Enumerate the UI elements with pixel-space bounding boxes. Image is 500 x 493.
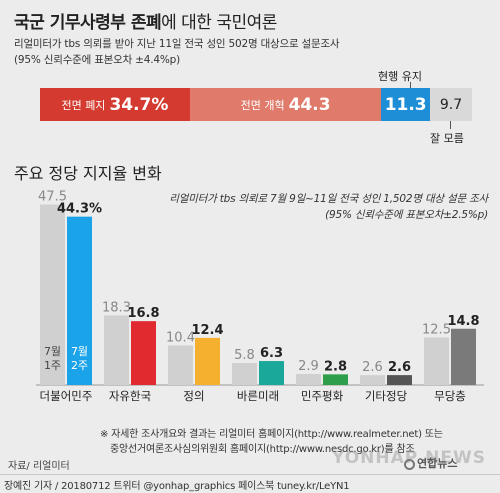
bar-week2-6 xyxy=(451,328,476,385)
bar-week1-5 xyxy=(360,375,385,385)
value-label-week1-6: 12.5 xyxy=(422,323,451,338)
value-label-week2-1: 16.8 xyxy=(127,306,159,321)
value-label-week2-5: 2.6 xyxy=(388,360,411,375)
chart-title: 국군 기무사령부 존폐에 대한 국민여론 xyxy=(14,8,277,33)
bar-week2-5 xyxy=(387,375,412,385)
week-label-1-line1: 7월 xyxy=(44,345,61,358)
party-bar-chart: 47.544.3% 더불어민주 18.316.8 자유한국 10.412.4 정의 5.8 6… xyxy=(36,190,484,403)
annotation-unknown-tick xyxy=(450,121,451,129)
annotation-keep: 현행 유지 xyxy=(378,70,422,83)
bar-week2-4 xyxy=(323,374,348,385)
title-light: 에 대한 국민여론 xyxy=(161,13,277,33)
yonhap-logo-icon xyxy=(404,459,415,470)
footer: 장예진 기자 / 20180712 트위터 @yonhap_graphics 페… xyxy=(0,474,500,493)
party-subtitle: 주요 정당 지지율 변화 xyxy=(14,164,162,183)
yonhap-logo: 연합뉴스 xyxy=(404,455,457,471)
value-label-week2-0: 44.3% xyxy=(57,202,102,217)
segment-abolish-value: 34.7% xyxy=(109,94,169,115)
bar-week1-0 xyxy=(40,204,65,385)
logo-text: 연합뉴스 xyxy=(417,457,458,470)
bar-week2-3 xyxy=(259,361,284,385)
value-label-week1-3: 5.8 xyxy=(234,348,255,363)
category-label-2: 정의 xyxy=(183,389,204,403)
title-bold: 국군 기무사령부 존폐 xyxy=(14,13,162,33)
bar-week1-1 xyxy=(104,315,129,385)
value-label-week1-4: 2.9 xyxy=(298,359,319,374)
category-label-6: 무당층 xyxy=(434,389,466,403)
week-label-2-line1: 7월 xyxy=(71,345,88,358)
annotation-unknown: 잘 모름 xyxy=(430,132,464,145)
poll-source-line1: 리얼미터가 tbs 의뢰를 받아 지난 11일 전국 성인 502명 대상으로 … xyxy=(14,38,340,50)
bar-week1-2 xyxy=(168,345,193,385)
value-label-week2-4: 2.8 xyxy=(324,359,347,374)
party-source-line1: 리얼미터가 tbs 의뢰로 7월 9일~11일 전국 성인 1,502명 대상 … xyxy=(169,193,488,205)
segment-abolish-label: 전면 폐지 xyxy=(61,98,106,112)
segment-keep-value: 11.3 xyxy=(384,94,427,115)
segment-reform-label: 전면 개혁 xyxy=(240,98,285,112)
week-label-1-line2: 1주 xyxy=(44,359,61,372)
week-label-2-line2: 2주 xyxy=(71,359,88,372)
value-label-week1-1: 18.3 xyxy=(102,300,131,315)
footer-credit: 장예진 기자 / 20180712 트위터 @yonhap_graphics 페… xyxy=(4,481,350,492)
value-label-week2-6: 14.8 xyxy=(447,314,479,329)
value-label-week2-3: 6.3 xyxy=(260,346,283,361)
segment-abolish: 전면 폐지 34.7% xyxy=(40,88,190,121)
note-line2: 중앙선거여론조사심의위원회 홈페이지(http://www.nesdc.go.k… xyxy=(110,444,415,455)
bar-week2-2 xyxy=(195,337,220,385)
bar-week2-1 xyxy=(131,321,156,385)
category-label-3: 바른미래 xyxy=(237,389,279,403)
segment-unknown-value: 9.7 xyxy=(439,96,463,113)
party-source-line2: (95% 신뢰수준에 표본오차±2.5%p) xyxy=(325,209,488,221)
category-label-1: 자유한국 xyxy=(109,389,151,403)
value-label-week1-5: 2.6 xyxy=(362,360,383,375)
segment-reform: 전면 개혁 44.3 xyxy=(189,88,382,121)
poll-source-line2: (95% 신뢰수준에 표본오차 ±4.4%p) xyxy=(14,54,181,66)
category-label-0: 더불어민주 xyxy=(40,389,93,403)
value-label-week1-0: 47.5 xyxy=(38,190,67,205)
segment-reform-value: 44.3 xyxy=(288,94,331,115)
segment-keep: 11.3 xyxy=(381,88,431,121)
segment-unknown: 9.7 xyxy=(430,88,472,121)
watermark: YONHAP NEWS xyxy=(332,448,486,468)
data-source: 자료/ 리얼미터 xyxy=(8,461,70,472)
value-label-week2-2: 12.4 xyxy=(191,323,223,338)
category-label-4: 민주평화 xyxy=(301,389,344,403)
bar-week2-0 xyxy=(67,216,92,385)
note-line1: ※ 자세한 조사개요와 결과는 리얼미터 홈페이지(http://www.rea… xyxy=(100,429,443,440)
bar-week1-4 xyxy=(296,373,321,385)
category-label-5: 기타정당 xyxy=(365,389,408,403)
annotation-keep-tick xyxy=(410,82,411,88)
stacked-poll-bar: 전면 폐지 34.7% 전면 개혁 44.3 11.3 9.7 xyxy=(40,88,472,121)
bar-week1-6 xyxy=(424,337,449,385)
value-label-week1-2: 10.4 xyxy=(166,330,195,345)
bar-week1-3 xyxy=(232,362,257,385)
